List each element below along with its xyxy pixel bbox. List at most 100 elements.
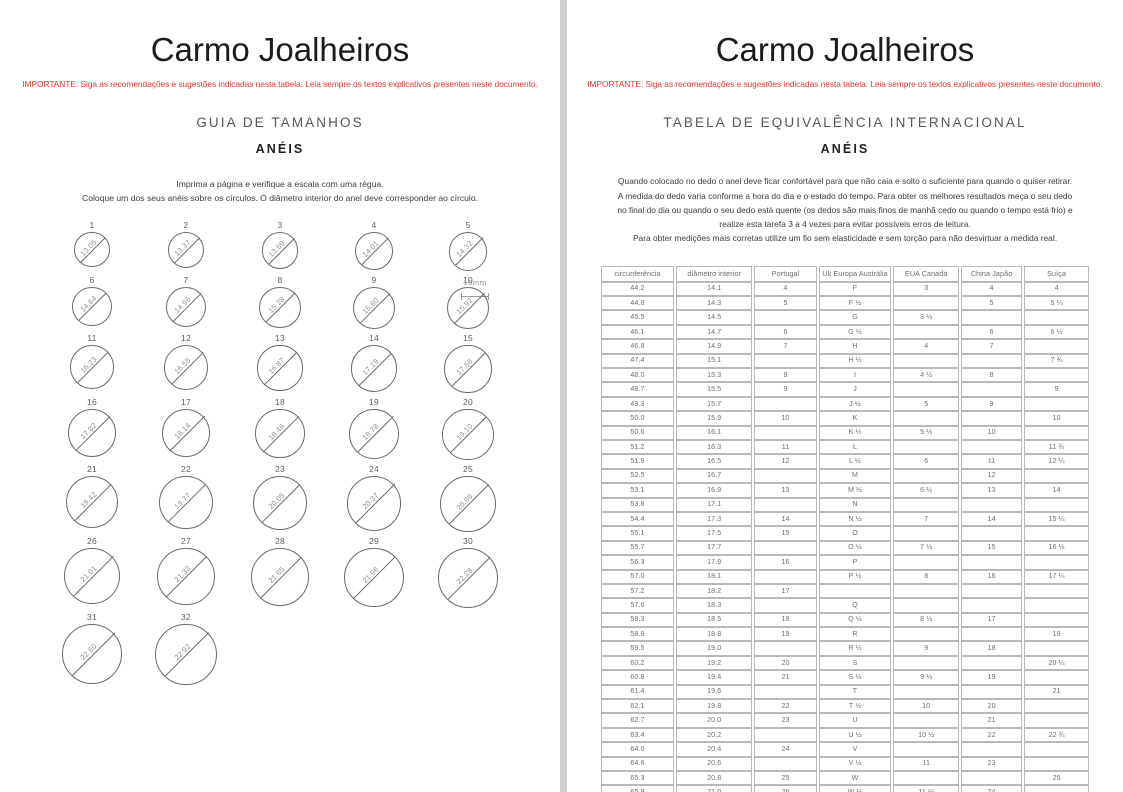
table-row: 46.8 14.9 7 H 4 7 bbox=[601, 339, 1089, 354]
table-row: 57.2 18.2 17 bbox=[601, 583, 1089, 599]
international-equivalence-table: circunferência diâmetro interior Portugal U… bbox=[599, 265, 1091, 792]
table-cell: 3 bbox=[893, 281, 959, 297]
table-cell bbox=[1024, 713, 1089, 728]
ring-size-12: 12 16.55 bbox=[139, 333, 233, 392]
table-cell: H bbox=[818, 339, 892, 354]
page-left-size-guide: Carmo Joalheiros IMPORTANTE: Siga as rec… bbox=[0, 0, 560, 792]
table-row: 50.0 15.9 10 K 10 bbox=[601, 411, 1089, 426]
table-cell: 7 bbox=[893, 511, 959, 527]
table-row: 65.3 20.8 25 W 25 bbox=[601, 770, 1089, 786]
table-cell bbox=[1024, 756, 1089, 771]
table-cell: 14.7 bbox=[676, 324, 753, 340]
table-cell: 17.9 bbox=[676, 555, 753, 570]
ring-size-7: 7 14.96 bbox=[139, 275, 233, 330]
table-cell: 50.6 bbox=[601, 425, 674, 440]
ring-row: 31 22.60 32 22.92 bbox=[45, 612, 515, 686]
ring-row: 26 21.01 27 21.33 28 21.65 29 21.96 30 22.28 bbox=[45, 536, 515, 608]
table-cell bbox=[893, 324, 959, 340]
table-cell: 21 bbox=[960, 713, 1023, 728]
ring-size-number: 18 bbox=[274, 396, 286, 407]
important-notice-left: IMPORTANTE: Siga as recomendações e suge… bbox=[22, 79, 538, 90]
ring-circle: 20.05 bbox=[253, 476, 307, 530]
ring-size-3: 3 13.69 bbox=[233, 220, 327, 271]
table-cell: 19.6 bbox=[676, 684, 753, 700]
ring-circle: 19.42 bbox=[65, 476, 119, 529]
ring-circle: 16.55 bbox=[163, 345, 209, 390]
table-cell: 18.5 bbox=[676, 612, 753, 628]
table-cell: 20.6 bbox=[676, 756, 753, 771]
ring-size-14: 14 17.19 bbox=[327, 333, 421, 392]
ring-size-20: 20 19.10 bbox=[421, 397, 515, 461]
table-cell: 18 bbox=[960, 641, 1023, 656]
ring-size-30: 30 22.28 bbox=[421, 536, 515, 608]
table-cell: P ½ bbox=[818, 569, 892, 584]
ring-circle: 19.10 bbox=[442, 408, 494, 461]
table-cell: 11 ½ bbox=[893, 785, 959, 792]
ring-circle: 14.32 bbox=[448, 232, 488, 271]
table-cell: 9 bbox=[893, 641, 959, 656]
table-cell: 15.3 bbox=[676, 368, 753, 383]
ring-size-26: 26 21.01 bbox=[45, 536, 139, 608]
table-cell bbox=[893, 526, 959, 541]
table-cell: 19.8 bbox=[676, 699, 753, 714]
ring-cell-empty bbox=[327, 612, 421, 686]
table-cell: 19 bbox=[1024, 627, 1089, 642]
table-cell bbox=[1024, 468, 1089, 484]
table-cell: 16.5 bbox=[676, 454, 753, 469]
table-cell: U bbox=[818, 713, 892, 728]
column-header-2: Portugal bbox=[754, 265, 817, 282]
table-cell: 4 bbox=[1024, 281, 1089, 297]
table-row: 48.7 15.5 9 J 9 bbox=[601, 382, 1089, 397]
ring-size-number: 19 bbox=[368, 396, 380, 407]
table-cell: 24 bbox=[960, 785, 1023, 792]
table-cell: 10 ½ bbox=[893, 727, 959, 743]
table-cell bbox=[1024, 612, 1089, 628]
ring-circle: 17.56 bbox=[444, 345, 492, 393]
table-cell: M bbox=[818, 468, 892, 484]
table-cell: 12 bbox=[960, 468, 1023, 484]
ring-size-16: 16 17.82 bbox=[45, 397, 139, 460]
table-cell: 51.9 bbox=[601, 454, 674, 469]
ring-size-number: 11 bbox=[87, 333, 97, 344]
section-subtitle-left: ANÉIS bbox=[255, 142, 305, 157]
ring-size-4: 4 14.01 bbox=[327, 220, 421, 271]
table-cell: 65.9 bbox=[601, 785, 674, 792]
table-cell: 10 bbox=[754, 411, 817, 426]
table-cell: 14.3 bbox=[676, 296, 753, 311]
ring-size-32: 32 22.92 bbox=[139, 612, 233, 686]
table-cell: 48.0 bbox=[601, 368, 674, 383]
table-cell: 17.3 bbox=[676, 511, 753, 527]
ring-size-15: 15 17.56 bbox=[421, 333, 515, 393]
table-cell: 20.0 bbox=[676, 713, 753, 728]
table-cell: 25 bbox=[754, 770, 817, 786]
table-cell: 60.8 bbox=[601, 670, 674, 685]
table-cell bbox=[754, 641, 817, 656]
ring-size-number: 14 bbox=[368, 333, 380, 344]
ring-size-19: 19 18.78 bbox=[327, 397, 421, 460]
ring-circle: 22.28 bbox=[438, 547, 498, 608]
table-cell: 19.4 bbox=[676, 670, 753, 685]
table-cell: 63.4 bbox=[601, 727, 674, 743]
table-row: 62.7 20.0 23 U 21 bbox=[601, 713, 1089, 728]
instruction-line-1: Imprima a página e verifique a escala co… bbox=[176, 179, 384, 190]
table-row: 62.1 19.8 22 T ½ 10 20 bbox=[601, 699, 1089, 714]
table-cell bbox=[1024, 497, 1089, 512]
table-cell: 59.5 bbox=[601, 641, 674, 656]
table-cell bbox=[754, 598, 817, 613]
column-header-6: Suíça bbox=[1024, 265, 1089, 282]
table-cell: 22 bbox=[960, 727, 1023, 743]
table-cell bbox=[893, 598, 959, 613]
table-cell: 17.7 bbox=[676, 540, 753, 556]
table-cell: 20.4 bbox=[676, 742, 753, 757]
table-cell: 15.1 bbox=[676, 353, 753, 369]
ring-size-number: 8 bbox=[277, 274, 283, 285]
table-cell: 50.0 bbox=[601, 411, 674, 426]
table-cell bbox=[818, 583, 892, 599]
table-row: 64.0 20.4 24 V bbox=[601, 742, 1089, 757]
ring-size-number: 13 bbox=[274, 333, 286, 344]
ring-circle: 14.96 bbox=[165, 286, 207, 327]
table-row: 65.921.026W ½11 ½24 bbox=[601, 785, 1089, 792]
table-cell: Q bbox=[818, 598, 892, 613]
